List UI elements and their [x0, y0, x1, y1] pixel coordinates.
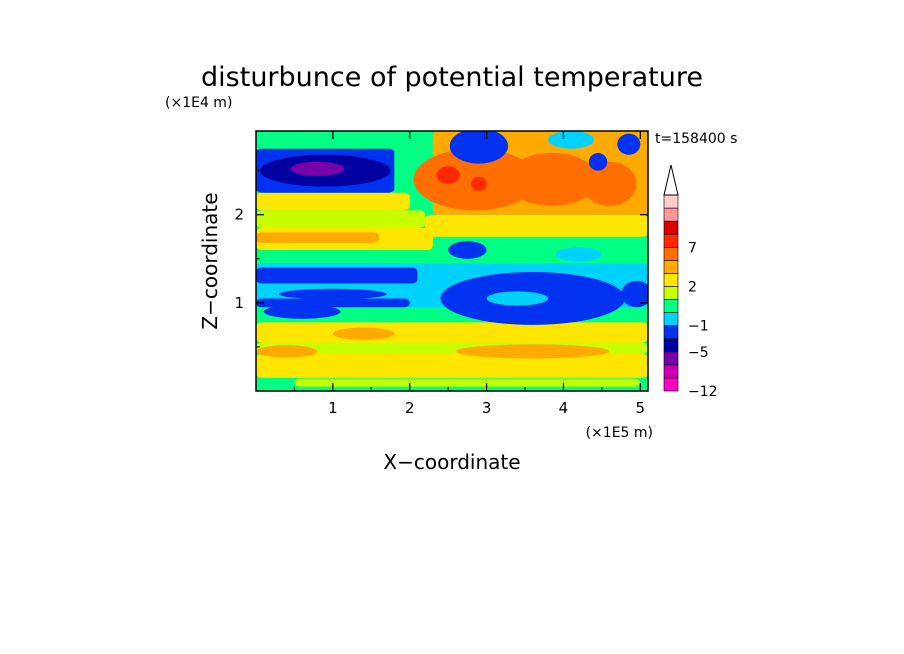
contour-region-14	[617, 133, 641, 155]
contour-region-2	[621, 280, 648, 308]
x-axis-unit: (×1E5 m)	[586, 425, 653, 441]
contour-region-19	[279, 288, 387, 300]
x-axis-label: X−coordinate	[383, 450, 520, 474]
chart-title: disturbunce of potential temperature	[201, 62, 703, 93]
contour-region-7	[471, 176, 487, 191]
x-axis-ticks: 1 2 3 4 5	[293, 131, 646, 417]
y-tick-label-0: 1	[234, 294, 244, 312]
contour-band-13	[256, 192, 410, 211]
contour-region-11	[449, 131, 509, 164]
contour-region-8	[505, 153, 599, 206]
colorbar-box-12	[663, 220, 679, 235]
colorbar-label-2: −1	[688, 319, 709, 335]
contour-region-13	[588, 153, 608, 171]
colorbar-label-0: −12	[688, 384, 718, 400]
y-axis-ticks: 12	[234, 170, 648, 348]
contour-region-12	[548, 131, 595, 149]
colorbar-box-10	[663, 246, 679, 261]
y-axis-unit: (×1E4 m)	[165, 95, 232, 111]
contour-region-9	[582, 161, 637, 206]
contour-region-21	[332, 327, 395, 340]
plot-frame	[255, 130, 649, 392]
contour-band-15	[256, 131, 395, 149]
colorbar-label-1: −5	[688, 345, 709, 361]
colorbar-extend-arrow	[663, 164, 679, 196]
contour-region-15	[448, 241, 487, 259]
colorbar-box-7	[663, 286, 679, 300]
colorbar-box-14	[663, 194, 679, 209]
contour-region-6	[436, 166, 460, 184]
contour-band-9	[256, 249, 441, 264]
contour-region-16	[263, 304, 341, 319]
contour-band-7	[256, 298, 410, 308]
colorbar-label-4: 7	[688, 240, 697, 256]
x-tick-label-3: 4	[559, 399, 569, 417]
contour-band-11	[256, 232, 379, 243]
colorbar-box-3	[663, 338, 679, 353]
x-tick-label-4: 5	[636, 399, 646, 417]
time-label: t=158400 s	[655, 131, 737, 147]
y-axis-label: Z−coordinate	[198, 192, 222, 329]
contour-region-20	[555, 247, 602, 262]
y-tick-label-1: 2	[234, 206, 244, 224]
contour-band-8	[256, 267, 418, 284]
contour-region-17	[455, 344, 610, 359]
colorbar-box-13	[663, 207, 679, 222]
colorbar-box-6	[663, 299, 679, 313]
contour-band-2	[256, 353, 648, 378]
contour-region-1	[486, 291, 549, 306]
colorbar-box-5	[663, 312, 679, 326]
contour-band-17	[425, 214, 648, 237]
colorbar-box-8	[663, 273, 679, 287]
colorbar: −12−5−127	[663, 164, 718, 400]
colorbar-box-2	[663, 351, 679, 366]
contour-region-18	[256, 345, 318, 358]
contour-band-4	[256, 322, 648, 343]
contour-band-1	[294, 378, 641, 387]
colorbar-box-11	[663, 233, 679, 248]
contour-band-12	[256, 210, 426, 228]
x-tick-label-2: 3	[482, 399, 492, 417]
contour-region-4	[290, 161, 345, 176]
colorbar-box-9	[663, 260, 679, 274]
colorbar-label-3: 2	[688, 279, 697, 295]
x-tick-label-1: 2	[405, 399, 415, 417]
colorbar-box-1	[663, 364, 679, 379]
colorbar-box-4	[663, 325, 679, 340]
contour-field	[256, 131, 648, 391]
x-tick-label-0: 1	[328, 399, 338, 417]
colorbar-box-0	[663, 377, 679, 392]
